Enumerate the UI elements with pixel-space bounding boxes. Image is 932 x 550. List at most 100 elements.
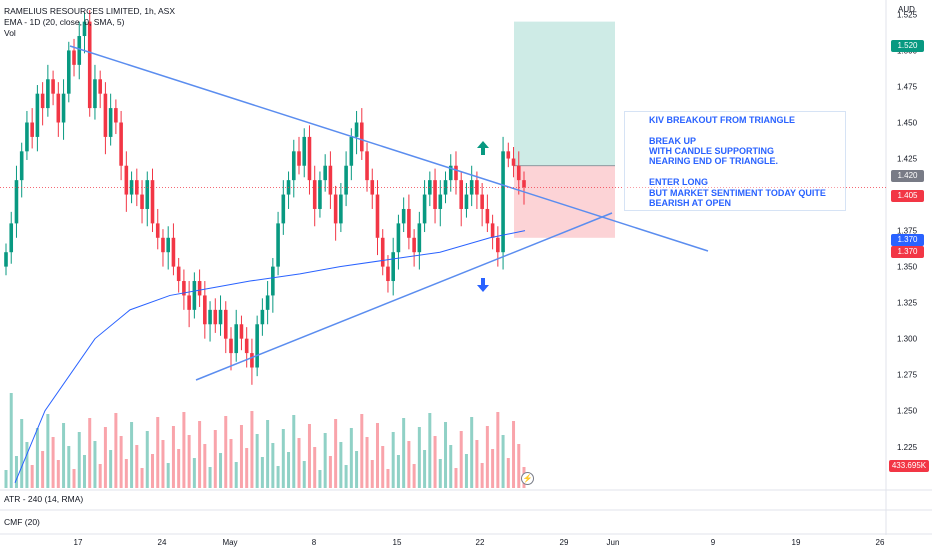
candle-body [171,237,176,267]
candle-body [223,309,228,339]
candle-body [218,309,223,325]
volume-bar [512,421,516,488]
candle-body [496,237,500,253]
y-tick-label: 1.250 [897,407,918,416]
volume-bar [428,413,432,488]
candle-body [380,237,385,267]
candle-body [182,281,186,296]
volume-bar [360,414,364,488]
volume-bar [412,464,416,488]
volume-bar [208,467,212,488]
candle-body [135,180,139,195]
candle-body [4,252,8,267]
x-tick-label: 19 [792,538,801,547]
volume-bar [339,442,343,488]
candle-body [475,180,479,195]
volume-bar [307,424,311,488]
ema-legend[interactable]: EMA - 1D (20, close, 0, SMA, 5) [4,17,125,27]
annotation-box[interactable]: KIV BREAKOUT FROM TRIANGLE BREAK UP WITH… [624,111,846,211]
x-tick-label: 26 [876,538,885,547]
profit-zone [514,21,615,166]
cmf-legend[interactable]: CMF (20) [4,517,40,527]
candle-body [244,338,249,354]
volume-bar [82,455,86,488]
volume-bars [4,393,526,488]
volume-bar [182,412,186,488]
candle-body [485,208,490,224]
price-axis: 1.2251.2501.2751.3001.3251.3501.3751.400… [897,10,918,451]
volume-bar [318,470,322,488]
volume-bar [103,427,107,488]
volume-bar [517,444,521,488]
volume-bar [145,431,149,488]
volume-bar [166,463,170,488]
direction-arrows [477,141,489,292]
volume-bar [25,442,29,488]
target-price-tag: 1.520 [891,40,924,52]
candle-body [208,309,212,325]
volume-bar [213,430,217,488]
candle-body [271,266,275,296]
volume-bar [391,432,395,488]
candle-body [522,180,526,188]
candle-body [344,165,348,195]
volume-bar [77,432,81,488]
volume-bar [271,443,275,488]
candle-body [501,151,505,253]
volume-bar [287,452,291,488]
volume-bar [449,445,453,488]
volume-bar [250,411,254,488]
x-tick-label: 29 [560,538,569,547]
atr-legend[interactable]: ATR - 240 (14, RMA) [4,494,84,504]
volume-bar [386,469,390,488]
volume-bar [187,435,191,488]
volume-bar [140,468,144,488]
volume-bar [135,445,139,488]
volume-bar [496,412,500,488]
volume-bar [46,414,50,488]
volume-legend[interactable]: Vol [4,28,16,38]
candle-body [339,194,343,224]
candle-body [77,36,82,65]
candle-body [323,165,327,181]
volume-bar [396,455,400,488]
volume-bar [239,425,243,488]
y-tick-label: 1.450 [897,119,918,128]
volume-bar [51,437,55,488]
candle-body [396,223,401,253]
lightning-icon[interactable]: ⚡ [521,472,534,485]
time-axis: 17 24 May 8 15 22 29 Jun 9 19 26 [74,538,885,547]
annotation-line-3: BREAK UP [649,136,697,146]
volume-bar [485,426,489,488]
candle-body [312,180,317,209]
stop-price-tag: 1.370 [891,246,924,258]
x-tick-label: 15 [393,538,402,547]
candle-body [506,151,511,159]
y-tick-label: 1.475 [897,82,918,91]
candle-body [176,266,181,282]
y-tick-label: 1.325 [897,299,918,308]
volume-bar [375,423,379,488]
symbol-title: RAMELIUS RESOURCES LIMITED, 1h, ASX [4,6,175,16]
volume-bar [72,469,76,488]
candle-body [51,79,55,94]
candle-body [150,180,155,224]
volume-bar [98,464,102,488]
candle-body [302,136,307,166]
volume-bar [171,426,175,488]
volume-bar [276,466,280,488]
candle-body [187,295,191,310]
y-tick-label: 1.225 [897,443,918,452]
x-tick-label: 8 [312,538,317,547]
candle-body [448,165,453,181]
stop-zone [514,165,615,238]
volume-bar [328,456,332,488]
volume-bar [119,436,123,488]
x-tick-label: 24 [158,538,167,547]
volume-bar [355,451,359,488]
volume-bar [480,463,484,488]
volume-bar [444,422,448,488]
candle-body [140,194,144,209]
volume-bar [9,393,13,488]
